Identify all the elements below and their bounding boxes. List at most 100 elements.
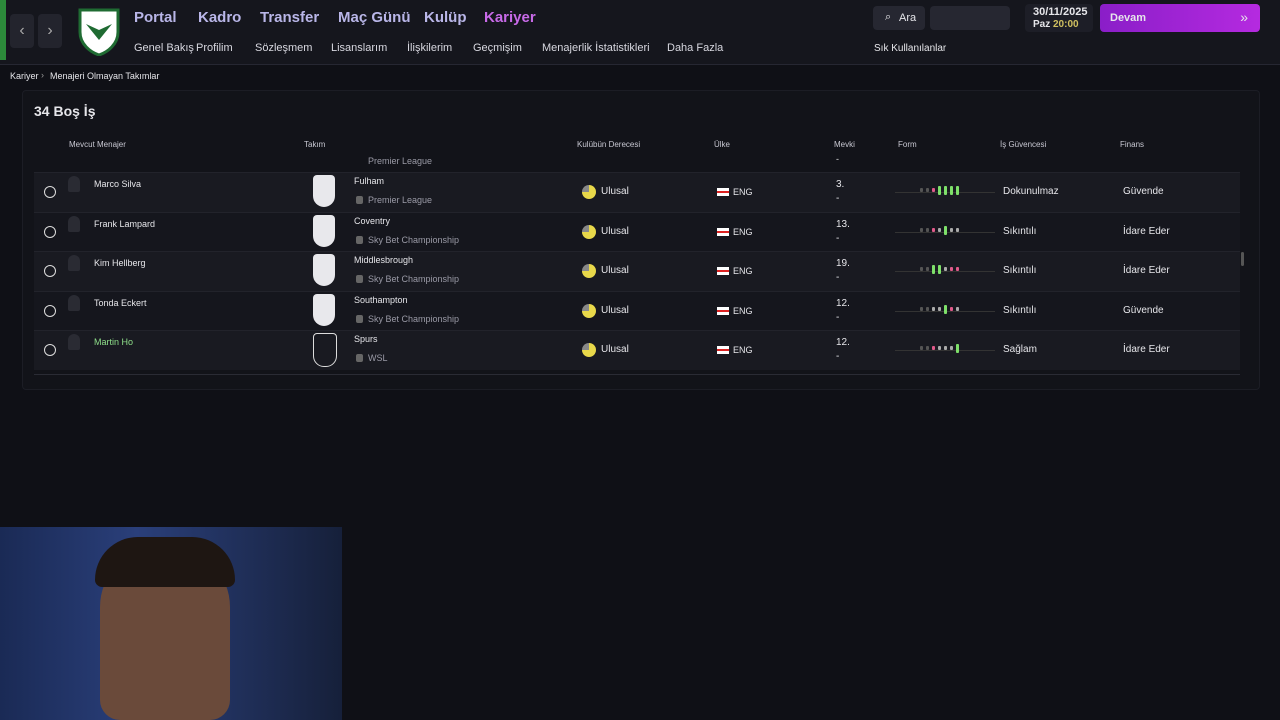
form-bar	[950, 346, 953, 351]
manager-name[interactable]: Kim Hellberg	[94, 258, 146, 269]
column-header[interactable]: Finans	[1120, 140, 1145, 149]
nav-sub-item[interactable]: Sözleşmem	[255, 42, 313, 54]
favorites[interactable]: Sık Kullanılanlar	[874, 43, 947, 54]
nav-sub-item[interactable]: Profilim	[196, 42, 233, 54]
row[interactable]	[34, 330, 1240, 371]
row[interactable]	[34, 290, 1240, 331]
country: ENG	[733, 305, 753, 316]
form-bar	[926, 188, 929, 192]
reputation-icon	[582, 343, 596, 358]
column-header[interactable]: Kulübün Derecesi	[577, 140, 641, 149]
reputation: Ulusal	[601, 186, 629, 197]
league-icon	[356, 314, 363, 323]
accent	[0, 0, 6, 60]
form-bar	[932, 188, 935, 192]
club-badge	[78, 8, 120, 56]
row[interactable]	[34, 211, 1240, 252]
manager-name[interactable]: Tonda Eckert	[94, 297, 147, 308]
finance: Güvende	[1123, 304, 1164, 316]
reputation-icon	[582, 303, 596, 318]
select-radio[interactable]	[44, 304, 56, 317]
select-radio[interactable]	[44, 344, 56, 357]
league-name[interactable]: Sky Bet Championship	[368, 234, 460, 245]
form-bar	[944, 267, 947, 272]
team-crest	[313, 333, 337, 368]
manager-name[interactable]: Marco Silva	[94, 179, 142, 189]
form-bar	[932, 306, 935, 311]
search-button[interactable]: Ara ⌕	[873, 6, 925, 30]
nav-sub-item[interactable]: Geçmişim	[473, 42, 522, 54]
league-name[interactable]: WSL	[368, 353, 388, 364]
continue-button[interactable]: Devam »	[1100, 4, 1260, 32]
flag	[717, 227, 729, 236]
team-name[interactable]: Middlesbrough	[354, 255, 414, 266]
team-name[interactable]: Coventry	[354, 215, 391, 226]
flag	[717, 267, 729, 276]
form-bar	[938, 306, 941, 311]
forward-button[interactable]: ›	[38, 14, 62, 48]
league-name[interactable]: Sky Bet Championship	[368, 313, 460, 324]
form-bar	[938, 346, 941, 351]
time: 20:00	[1053, 19, 1079, 30]
nav-main-item[interactable]: Transfer	[260, 9, 320, 26]
nav-sub-item[interactable]: Daha Fazla	[667, 42, 724, 54]
team-name[interactable]: Southampton	[354, 294, 408, 305]
nav-sub-item[interactable]: Genel Bakış	[134, 42, 194, 54]
column-header[interactable]: Mevcut Menajer	[69, 140, 126, 149]
league-icon	[356, 235, 363, 244]
form-bar	[926, 267, 929, 272]
nav-main-item[interactable]: Kadro	[198, 9, 242, 26]
form-bar	[920, 227, 923, 232]
row[interactable]	[34, 172, 1240, 212]
continue-icon: »	[1240, 9, 1248, 25]
scrollbar[interactable]	[1241, 252, 1244, 266]
select-radio[interactable]	[44, 186, 56, 198]
select-radio[interactable]	[44, 265, 56, 278]
country: ENG	[733, 266, 753, 277]
form-bar	[944, 304, 947, 314]
position: 13.	[836, 218, 850, 230]
breadcrumb-0[interactable]: Kariyer	[10, 71, 39, 81]
column-header[interactable]: İş Güvencesi	[1000, 140, 1047, 149]
manager-name[interactable]: Martin Ho	[94, 337, 134, 348]
column-header[interactable]: Form	[898, 140, 917, 149]
row[interactable]	[34, 251, 1240, 292]
team-name[interactable]: Spurs	[354, 334, 378, 345]
toolbar-icons[interactable]	[930, 6, 1010, 30]
form-bar	[938, 265, 941, 275]
reputation: Ulusal	[601, 304, 629, 316]
league-name[interactable]: Premier League	[368, 195, 433, 205]
nav-sub-item[interactable]: Menajerlik İstatistikleri	[542, 42, 650, 54]
form-bar	[950, 186, 953, 195]
nav-main-item[interactable]: Kariyer	[484, 9, 536, 26]
column-header[interactable]: Ülke	[714, 140, 731, 149]
league-icon	[356, 196, 363, 204]
search-icon: ⌕	[885, 11, 892, 23]
manager-name[interactable]: Frank Lampard	[94, 218, 156, 229]
team-name[interactable]: Fulham	[354, 176, 385, 186]
manager-avatar	[68, 255, 80, 272]
nav-sub-item[interactable]: İlişkilerim	[407, 42, 453, 54]
continue-label: Devam	[1110, 12, 1147, 24]
flag	[717, 306, 729, 315]
manager-avatar	[68, 294, 80, 311]
nav-main-item[interactable]: Portal	[134, 9, 177, 26]
nav-main-item[interactable]: Maç Günü	[338, 9, 411, 26]
manager-avatar	[68, 334, 80, 351]
league-name[interactable]: Sky Bet Championship	[368, 274, 460, 285]
back-button[interactable]: ‹	[10, 14, 34, 48]
breadcrumb-sep: ›	[41, 70, 44, 80]
select-radio[interactable]	[44, 225, 56, 238]
nav-sub-item[interactable]: Lisanslarım	[331, 42, 388, 54]
job-security: Sıkıntılı	[1003, 265, 1037, 277]
column-header[interactable]: Mevki	[834, 140, 855, 149]
partial-position: -	[836, 154, 839, 164]
form-bar	[920, 188, 923, 192]
job-security: Dokunulmaz	[1003, 186, 1059, 197]
nav-main-item[interactable]: Kulüp	[424, 9, 467, 26]
country: ENG	[733, 187, 753, 197]
league-icon	[356, 354, 363, 363]
column-header[interactable]: Takım	[304, 140, 326, 149]
breadcrumb-1: Menajeri Olmayan Takımlar	[50, 71, 160, 81]
